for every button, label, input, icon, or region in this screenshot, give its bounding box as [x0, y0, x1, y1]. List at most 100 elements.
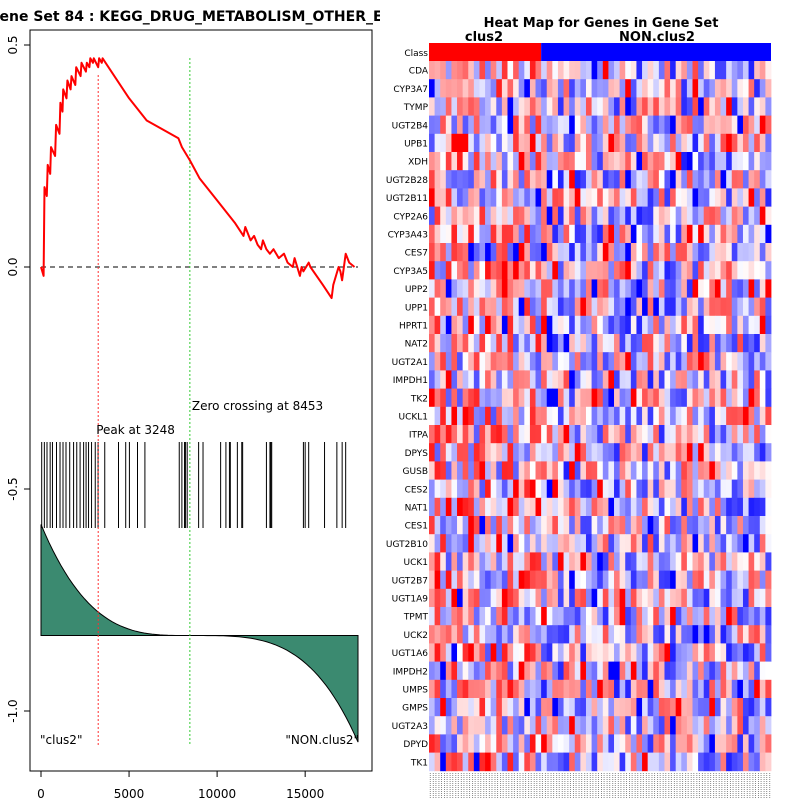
heatmap-cell [473, 679, 480, 699]
heatmap-cell [602, 279, 609, 298]
heatmap-cell [642, 534, 649, 553]
heatmap-cell [529, 97, 536, 116]
heatmap-cell [653, 752, 660, 772]
heatmap-cell [440, 79, 447, 98]
heatmap-cell [513, 188, 520, 207]
heatmap-cell [608, 206, 615, 226]
heatmap-cell [546, 534, 553, 553]
heatmap-cell [703, 607, 710, 626]
heatmap-cell [445, 152, 452, 171]
heatmap-cell [557, 552, 564, 571]
heatmap-cell [692, 552, 699, 571]
heatmap-cell [451, 352, 458, 371]
heatmap-cell [737, 752, 744, 772]
heatmap-cell [675, 352, 682, 371]
heatmap-cell [675, 79, 682, 98]
heatmap-cell [686, 370, 693, 389]
heatmap-cell [765, 188, 772, 207]
heatmap-cell [625, 297, 632, 317]
heatmap-cell [529, 425, 536, 444]
heatmap-cell [765, 261, 772, 280]
heatmap-cell [429, 61, 436, 80]
heatmap-cell [720, 297, 727, 317]
heatmap-cell [462, 552, 469, 571]
heatmap-cell [529, 570, 536, 590]
heatmap-cell [658, 261, 665, 280]
heatmap-cell [462, 334, 469, 353]
heatmap-cell [574, 79, 581, 98]
heatmap-cell [501, 716, 508, 735]
heatmap-cell [524, 679, 531, 699]
heatmap-cell [451, 625, 458, 644]
heatmap-cell [434, 188, 441, 207]
heatmap-cell [496, 643, 503, 662]
heatmap-cell [535, 170, 542, 189]
heatmap-cell [698, 588, 705, 608]
heatmap-cell [714, 461, 721, 480]
heatmap-cell [434, 661, 441, 681]
heatmap-cell [614, 261, 621, 280]
heatmap-cell [597, 698, 604, 717]
heatmap-cell [535, 261, 542, 280]
heatmap-cell [457, 716, 464, 735]
heatmap-cell [563, 279, 570, 298]
heatmap-cell [541, 261, 548, 280]
heatmap-cell [670, 406, 677, 426]
heatmap-cell [462, 170, 469, 189]
heatmap-cell [765, 243, 772, 262]
heatmap-cell [445, 206, 452, 226]
heatmap-cell [591, 625, 598, 644]
heatmap-cell [692, 352, 699, 371]
heatmap-cell [585, 152, 592, 171]
heatmap-cell [647, 698, 654, 717]
heatmap-cell [675, 297, 682, 317]
heatmap-cell [642, 152, 649, 171]
heatmap-cell [552, 734, 559, 753]
heatmap-cell [765, 716, 772, 735]
heatmap-cell [698, 607, 705, 626]
heatmap-cell [541, 625, 548, 644]
heatmap-cell [681, 315, 688, 335]
heatmap-cell [557, 716, 564, 735]
heatmap-cell [703, 643, 710, 662]
heatmap-cell [686, 497, 693, 517]
heatmap-cell [642, 206, 649, 226]
heatmap-cell [546, 406, 553, 426]
heatmap-cell [457, 734, 464, 753]
heatmap-cell [658, 443, 665, 462]
heatmap-cell [602, 643, 609, 662]
heatmap-cell [513, 334, 520, 353]
heatmap-cell [580, 206, 587, 226]
heatmap-cell [485, 279, 492, 298]
heatmap-cell [692, 170, 699, 189]
heatmap-cell [429, 243, 436, 262]
heatmap-cell [714, 406, 721, 426]
heatmap-cell [653, 115, 660, 135]
heatmap-cell [490, 570, 497, 590]
heatmap-cell [726, 734, 733, 753]
heatmap-cell [518, 625, 525, 644]
heatmap-cell [625, 479, 632, 499]
heatmap-cell [630, 461, 637, 480]
heatmap-cell [726, 115, 733, 135]
heatmap-cell [580, 188, 587, 207]
heatmap-cell [608, 115, 615, 135]
heatmap-cell [726, 516, 733, 535]
heatmap-cell [754, 516, 761, 535]
heatmap-cell [709, 97, 716, 116]
heatmap-cell [647, 516, 654, 535]
heatmap-cell [541, 534, 548, 553]
heatmap-cell [658, 552, 665, 571]
heatmap-cell [518, 334, 525, 353]
heatmap-cell [552, 334, 559, 353]
heatmap-cell [552, 679, 559, 699]
heatmap-cell [642, 570, 649, 590]
heatmap-cell [546, 315, 553, 335]
heatmap-cell [647, 61, 654, 80]
heatmap-cell [614, 552, 621, 571]
heatmap-cell [742, 352, 749, 371]
heatmap-cell [546, 61, 553, 80]
heatmap-cell [698, 698, 705, 717]
heatmap-cell [473, 79, 480, 98]
heatmap-cell [513, 315, 520, 335]
